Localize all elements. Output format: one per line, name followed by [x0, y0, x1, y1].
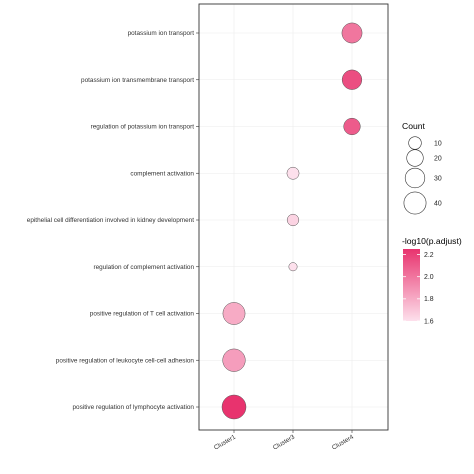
- x-tick-label: Cluster1: [213, 433, 237, 451]
- data-point: [286, 213, 300, 227]
- data-point: [341, 22, 363, 44]
- size-legend: Count 10 20 30 40: [402, 121, 442, 215]
- x-axis-labels: Cluster1 Cluster3 Cluster4: [213, 430, 355, 452]
- y-tick-label: positive regulation of lymphocyte activa…: [73, 404, 195, 411]
- y-tick-label: complement activation: [130, 170, 194, 177]
- color-legend-label: 2.2: [424, 252, 434, 259]
- color-bar: [403, 249, 420, 321]
- size-legend-label: 20: [434, 155, 442, 162]
- y-tick-label: potassium ion transmembrane transport: [81, 77, 194, 84]
- data-points: [221, 22, 363, 420]
- color-legend-label: 1.8: [424, 296, 434, 303]
- y-tick-label: epithelial cell differentiation involved…: [27, 217, 194, 224]
- data-point: [222, 348, 246, 372]
- y-tick-label: regulation of complement activation: [93, 264, 194, 271]
- data-point: [343, 117, 361, 136]
- panel-border: [198, 3, 389, 431]
- y-tick-label: positive regulation of T cell activation: [90, 311, 195, 318]
- size-legend-circle: [403, 191, 427, 215]
- color-legend-title: -log10(p.adjust): [402, 236, 462, 246]
- data-point: [288, 262, 298, 272]
- size-legend-circle: [408, 136, 422, 150]
- data-point: [341, 69, 363, 90]
- y-axis-labels: potassium ion transport potassium ion tra…: [27, 30, 199, 411]
- color-legend: -log10(p.adjust) 2.2 2.0 1.8 1.6: [402, 236, 462, 325]
- y-tick-label: regulation of potassium ion transport: [91, 124, 195, 131]
- size-legend-label: 40: [434, 200, 442, 207]
- data-point: [286, 166, 300, 180]
- size-legend-label: 30: [434, 175, 442, 182]
- data-point: [221, 394, 247, 420]
- x-tick-label: Cluster4: [331, 433, 355, 451]
- data-point: [222, 302, 246, 325]
- color-legend-label: 2.0: [424, 274, 434, 281]
- size-legend-circle: [404, 167, 426, 189]
- y-tick-label: positive regulation of leukocyte cell-ce…: [56, 357, 195, 364]
- size-legend-label: 10: [434, 140, 442, 147]
- size-legend-circle: [406, 149, 424, 167]
- x-tick-label: Cluster3: [272, 433, 296, 451]
- color-legend-label: 1.6: [424, 318, 434, 325]
- size-legend-title: Count: [402, 121, 426, 131]
- y-tick-label: potassium ion transport: [128, 30, 195, 37]
